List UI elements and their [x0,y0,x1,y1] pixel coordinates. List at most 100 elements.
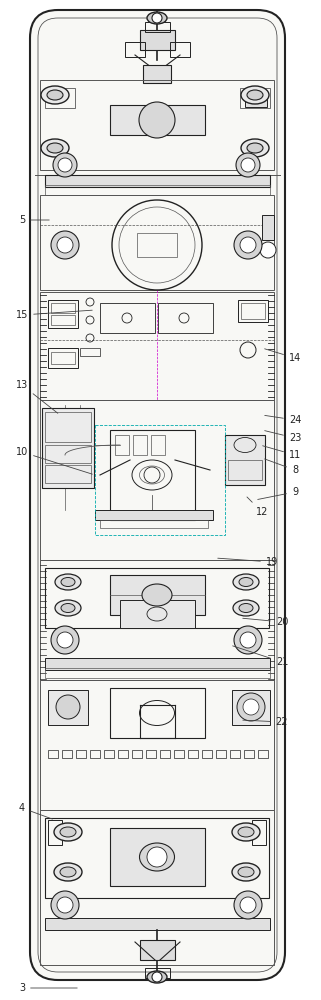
Bar [95,510,213,520]
Circle shape [234,626,262,654]
Bar [40,195,274,290]
Text: 9: 9 [258,487,298,499]
Bar [45,918,270,930]
Circle shape [56,695,80,719]
Bar [48,820,62,845]
Circle shape [234,231,262,259]
Circle shape [241,158,255,172]
Ellipse shape [238,827,254,837]
Circle shape [152,13,162,23]
Circle shape [237,693,265,721]
Ellipse shape [47,90,63,100]
Text: 23: 23 [265,431,301,443]
Text: 13: 13 [16,380,58,413]
Ellipse shape [232,823,260,841]
Bar [245,95,267,107]
Circle shape [139,102,175,138]
Ellipse shape [55,600,81,616]
Bar [133,435,147,455]
Circle shape [240,237,256,253]
Bar [174,750,184,758]
Text: 19: 19 [218,557,278,567]
Bar [145,968,170,978]
Text: 22: 22 [243,717,288,727]
Bar [40,560,274,680]
Ellipse shape [233,574,259,590]
Ellipse shape [60,827,76,837]
Circle shape [57,237,73,253]
Bar [132,750,142,758]
Ellipse shape [147,971,167,983]
Bar [45,658,270,670]
Circle shape [234,891,262,919]
Bar [258,750,268,758]
Text: 8: 8 [265,459,298,475]
Bar [240,88,270,108]
Bar [160,750,170,758]
Text: 21: 21 [233,646,288,667]
Text: 5: 5 [19,215,49,225]
Bar [45,412,91,442]
Circle shape [260,242,276,258]
Ellipse shape [55,574,81,590]
Bar [230,750,240,758]
Bar [45,185,270,195]
Bar [140,940,175,960]
Bar [140,30,175,50]
Circle shape [243,699,259,715]
Bar [51,352,75,364]
Bar [170,42,190,57]
Ellipse shape [247,143,263,153]
Ellipse shape [54,863,82,881]
Bar [45,818,269,898]
Ellipse shape [61,603,75,612]
Bar [45,668,270,678]
Circle shape [152,972,162,982]
Bar [51,303,75,313]
Bar [40,292,274,400]
Ellipse shape [241,86,269,104]
Text: 24: 24 [265,415,301,425]
Bar [42,408,94,488]
Bar [143,65,171,83]
Text: 14: 14 [265,349,301,363]
Bar [76,750,86,758]
Bar [252,820,266,845]
Bar [100,303,155,333]
Ellipse shape [239,603,253,612]
Ellipse shape [232,863,260,881]
Ellipse shape [47,143,63,153]
Bar [45,568,269,628]
Text: 20: 20 [243,617,288,627]
Ellipse shape [41,139,69,157]
Bar [262,215,274,240]
Bar [228,460,262,480]
Ellipse shape [247,90,263,100]
Ellipse shape [54,823,82,841]
Bar [110,105,205,135]
Bar [90,750,100,758]
Circle shape [236,153,260,177]
Text: 12: 12 [247,497,268,517]
Circle shape [51,231,79,259]
Bar [244,750,254,758]
Bar [45,465,91,483]
Ellipse shape [239,578,253,586]
Bar [146,750,156,758]
Bar [104,750,114,758]
Bar [241,303,265,319]
Bar [145,22,170,32]
Circle shape [57,897,73,913]
Bar [45,445,91,463]
Bar [188,750,198,758]
Ellipse shape [233,600,259,616]
Circle shape [57,632,73,648]
Bar [120,600,195,628]
Bar [40,400,274,560]
Bar [125,42,145,57]
Ellipse shape [142,584,172,606]
Bar [110,828,205,886]
Bar [48,690,88,725]
Circle shape [240,632,256,648]
Bar [45,88,75,108]
